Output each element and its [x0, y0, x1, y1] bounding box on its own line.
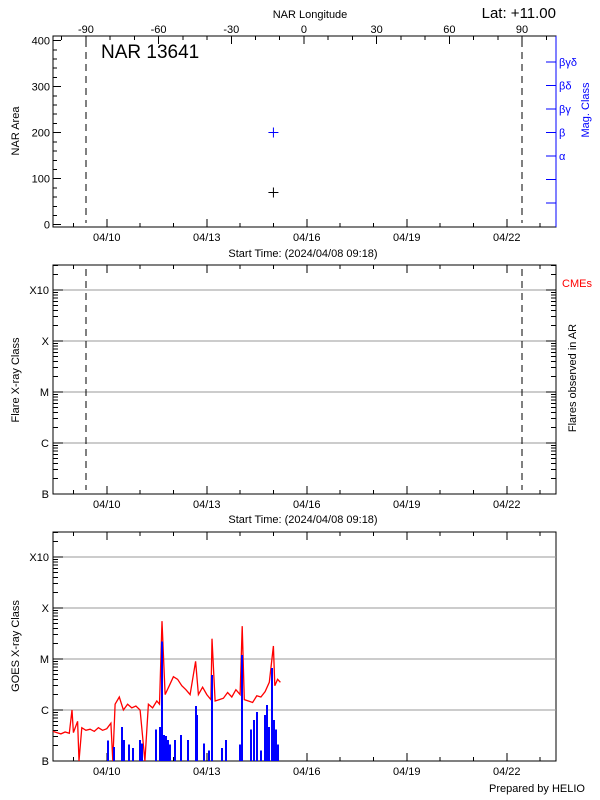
panel3-ylabel: GOES X-ray Class [10, 600, 22, 692]
x-tick-label: 04/10 [93, 232, 121, 244]
panel2-ylabel: Flare X-ray Class [10, 337, 22, 422]
panel2-y2label: Flares observed in AR [567, 324, 579, 432]
x-tick-label: 04/22 [493, 499, 521, 511]
class-label: M [40, 654, 49, 666]
x-tick-label: 04/19 [393, 232, 421, 244]
mag-class-label: β [559, 128, 565, 140]
panel3-frame [52, 531, 557, 762]
x-tick-label: 04/13 [193, 766, 221, 778]
prepared-by-footer: Prepared by HELIO [489, 783, 585, 795]
mag-class-label: α [559, 151, 566, 163]
y-tick-label: 0 [44, 220, 50, 232]
nar-title: NAR 13641 [101, 42, 199, 63]
panel2-xlabel: Start Time: (2024/04/08 09:18) [228, 514, 377, 526]
class-label: X10 [29, 285, 49, 297]
x-tick-label: 04/22 [493, 232, 521, 244]
longitude-tick-label: -90 [78, 24, 94, 36]
x-tick-label: 04/10 [93, 766, 121, 778]
x-tick-label: 04/19 [393, 499, 421, 511]
x-tick-label: 04/16 [293, 232, 321, 244]
mag-class-label: βδ [559, 81, 571, 93]
class-label: B [42, 489, 49, 501]
top-axis-title: NAR Longitude [273, 9, 348, 21]
longitude-tick-label: 0 [301, 24, 307, 36]
class-label: X [42, 603, 50, 615]
y-tick-label: 100 [32, 174, 50, 186]
cme-legend: CMEs [562, 278, 592, 290]
x-tick-label: 04/16 [293, 499, 321, 511]
x-tick-label: 04/13 [193, 499, 221, 511]
mag-class-point [268, 127, 279, 138]
y-tick-label: 200 [32, 128, 50, 140]
panel1-frame [52, 35, 557, 228]
longitude-tick-label: 90 [516, 24, 528, 36]
longitude-tick-label: -30 [223, 24, 239, 36]
latitude-label: Lat: +11.00 [482, 5, 556, 22]
goes-flux-line [52, 621, 281, 762]
class-label: C [41, 438, 49, 450]
longitude-tick-label: 30 [371, 24, 383, 36]
x-tick-label: 04/16 [293, 766, 321, 778]
class-label: X10 [29, 552, 49, 564]
panel2-frame [52, 264, 557, 495]
y-tick-label: 300 [32, 82, 50, 94]
mag-class-label: βγ [559, 104, 571, 116]
class-label: M [40, 387, 49, 399]
x-tick-label: 04/10 [93, 499, 121, 511]
x-tick-label: 04/19 [393, 766, 421, 778]
area-point [268, 187, 279, 198]
y-tick-label: 400 [32, 36, 50, 48]
x-tick-label: 04/13 [193, 232, 221, 244]
panel1-y2label: Mag. Class [580, 82, 592, 138]
mag-class-label: βγδ [559, 57, 577, 69]
longitude-tick-label: 60 [443, 24, 455, 36]
class-label: B [42, 756, 49, 768]
class-label: C [41, 705, 49, 717]
class-label: X [42, 336, 50, 348]
panel1-xlabel: Start Time: (2024/04/08 09:18) [228, 248, 377, 260]
panel1-ylabel: NAR Area [10, 106, 22, 156]
longitude-tick-label: -60 [151, 24, 167, 36]
x-tick-label: 04/22 [493, 766, 521, 778]
